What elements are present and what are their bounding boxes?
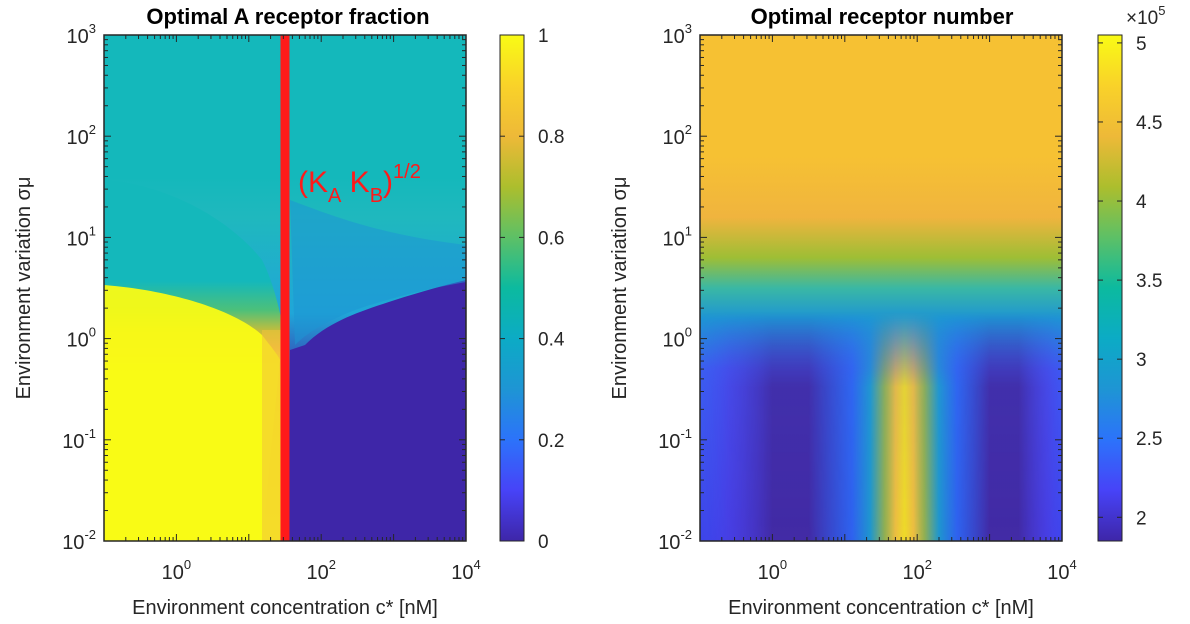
- y-tick-label: 10-1: [658, 426, 692, 453]
- colorbar-tick-label: 5: [1136, 34, 1147, 55]
- colorbar-tick-label: 3.5: [1136, 271, 1162, 292]
- heat-region-transition: [290, 200, 466, 345]
- colorbar: 0 0.2 0.4 0.6 0.8 1: [499, 26, 565, 553]
- panel-receptor-number: Optimal receptor number 100 102 104 10-2 10-…: [609, 3, 1165, 619]
- x-tick-label: 102: [902, 557, 931, 584]
- colorbar-tick-label: 4: [1136, 192, 1147, 213]
- y-tick-label: 100: [663, 325, 692, 352]
- x-tick-label: 104: [451, 557, 480, 584]
- x-tick-label: 100: [758, 557, 787, 584]
- colorbar-tick-label: 4.5: [1136, 113, 1162, 134]
- colorbar-tick-label: 2: [1136, 508, 1147, 529]
- y-tick-label: 102: [663, 122, 692, 149]
- colorbar-multiplier: ×105: [1126, 3, 1165, 29]
- y-tick-label: 103: [67, 21, 96, 48]
- heat-region-yellow: [104, 285, 280, 541]
- colorbar-tick-label: 3: [1136, 350, 1147, 371]
- heat-region-columns: [700, 35, 1062, 541]
- y-tick-label: 100: [67, 325, 96, 352]
- chart-title: Optimal A receptor fraction: [146, 4, 429, 29]
- y-tick-label: 10-2: [62, 527, 96, 554]
- panel-a-receptor-fraction: Optimal A receptor fraction (KA KB)1/2 1…: [13, 4, 565, 619]
- y-tick-label: 103: [663, 21, 692, 48]
- y-tick-label: 101: [663, 223, 692, 250]
- y-tick-label: 10-1: [62, 426, 96, 453]
- colorbar-gradient: [499, 34, 525, 542]
- y-tick-label: 10-2: [658, 527, 692, 554]
- colorbar-tick-label: 0: [538, 532, 549, 553]
- heatmap-receptor-number: [699, 34, 1063, 542]
- y-axis-label: Environment variation σμ: [609, 177, 631, 400]
- plot-frame: [103, 34, 467, 542]
- colorbar-tick-label: 0.8: [538, 127, 564, 148]
- x-axis-label: Environment concentration c* [nM]: [728, 597, 1034, 619]
- axes: 100 102 104 10-2 10-1 100 101 102 103: [62, 21, 481, 584]
- colorbar-tick-label: 0.4: [538, 330, 565, 351]
- x-tick-label: 102: [306, 557, 335, 584]
- colorbar-gradient: [1097, 34, 1123, 542]
- annotation-line: [280, 35, 290, 541]
- heatmap-a-fraction: (KA KB)1/2: [103, 34, 467, 542]
- y-tick-label: 101: [67, 223, 96, 250]
- colorbar: ×105 2 2.5 3 3.5 4 4.5 5: [1097, 3, 1165, 542]
- heat-region-edge: [262, 330, 284, 541]
- x-axis-label: Environment concentration c* [nM]: [132, 597, 438, 619]
- heat-region-low-fraction: [290, 280, 466, 541]
- axes: 100 102 104 10-2 10-1 100 101 102 103: [658, 21, 1077, 584]
- x-tick-label: 100: [162, 557, 191, 584]
- plot-frame: [699, 34, 1063, 542]
- y-axis-label: Environment variation σμ: [13, 177, 35, 400]
- y-tick-label: 102: [67, 122, 96, 149]
- colorbar-tick-label: 0.6: [538, 228, 564, 249]
- colorbar-tick-label: 1: [538, 26, 549, 47]
- colorbar-tick-label: 2.5: [1136, 429, 1162, 450]
- annotation-label: (KA KB)1/2: [298, 161, 421, 207]
- chart-title: Optimal receptor number: [751, 4, 1014, 29]
- colorbar-tick-label: 0.2: [538, 431, 564, 452]
- x-tick-label: 104: [1047, 557, 1076, 584]
